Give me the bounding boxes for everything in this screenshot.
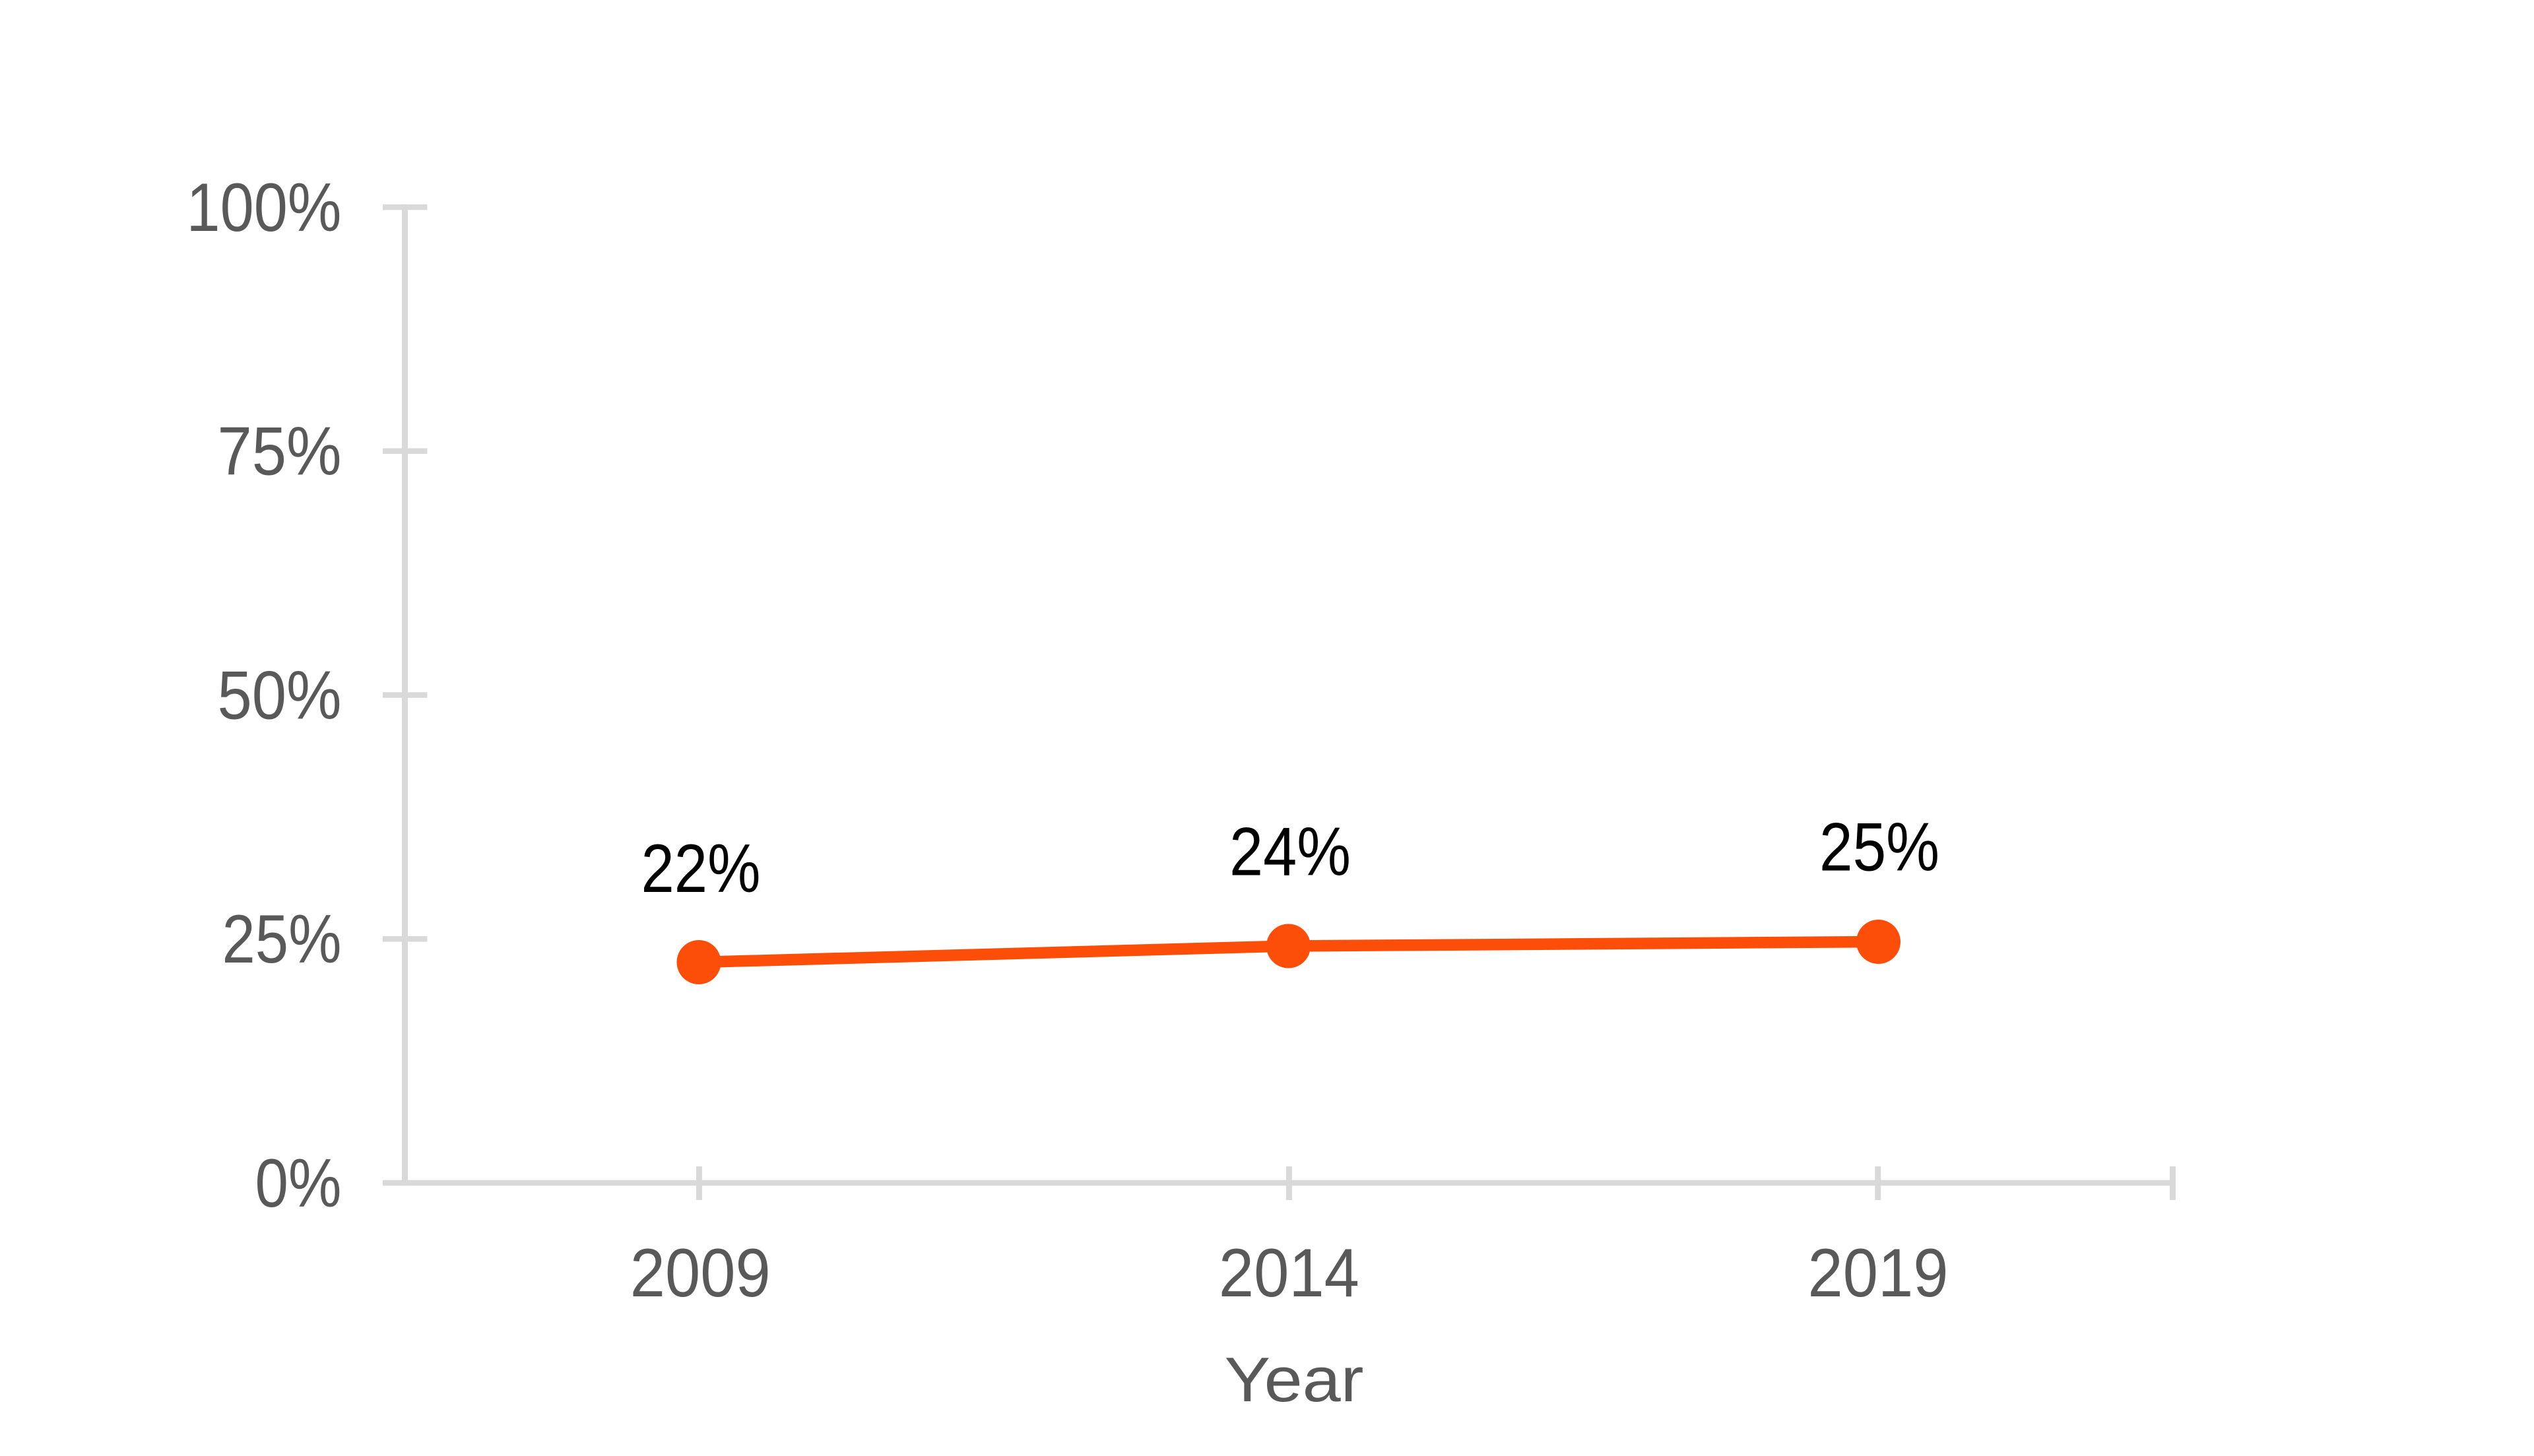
svg-text:50%: 50% xyxy=(218,657,342,734)
svg-text:24%: 24% xyxy=(1229,813,1351,890)
svg-text:100%: 100% xyxy=(187,170,342,246)
svg-text:25%: 25% xyxy=(222,901,342,978)
svg-text:2014: 2014 xyxy=(1219,1235,1359,1312)
svg-text:2019: 2019 xyxy=(1808,1235,1949,1312)
svg-text:Year: Year xyxy=(1225,1345,1364,1415)
svg-text:0%: 0% xyxy=(255,1145,342,1222)
svg-text:25%: 25% xyxy=(1819,809,1939,885)
svg-text:2009: 2009 xyxy=(630,1235,771,1312)
svg-text:22%: 22% xyxy=(641,831,761,907)
svg-text:75%: 75% xyxy=(218,414,342,490)
